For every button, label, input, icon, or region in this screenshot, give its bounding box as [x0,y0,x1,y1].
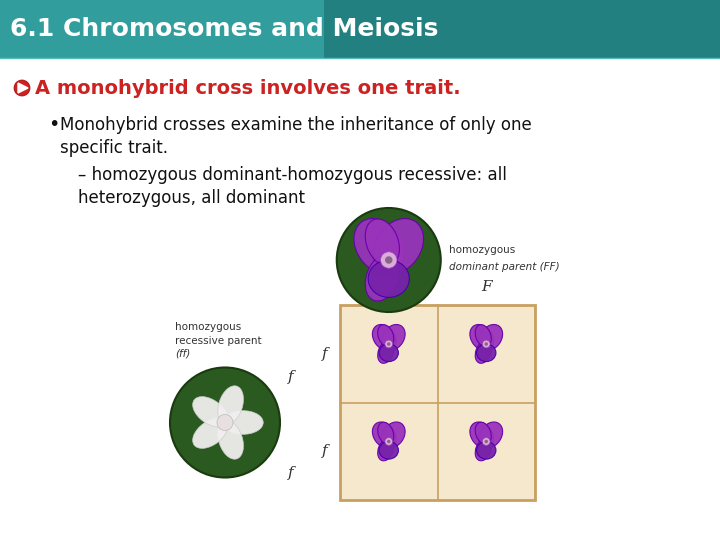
Bar [0,0,720,58]
Ellipse shape [378,341,394,363]
Circle shape [485,440,488,443]
Text: Ff: Ff [382,384,396,398]
Ellipse shape [479,325,503,350]
Ellipse shape [475,341,491,363]
Ellipse shape [379,442,398,459]
Ellipse shape [217,386,243,424]
Circle shape [381,252,397,268]
Bar [0,0,324,58]
Text: f: f [288,465,294,480]
Bar [340,305,535,500]
Circle shape [387,342,390,346]
Ellipse shape [479,422,503,448]
Circle shape [385,340,392,348]
Polygon shape [18,83,28,93]
Text: (ff): (ff) [175,348,190,359]
Text: f: f [322,444,328,458]
Circle shape [385,437,392,446]
Ellipse shape [372,325,396,350]
Ellipse shape [379,344,398,362]
Ellipse shape [365,219,400,266]
Ellipse shape [475,438,491,461]
Ellipse shape [470,325,493,350]
Circle shape [385,256,392,264]
Ellipse shape [365,254,400,301]
Ellipse shape [378,325,394,347]
Text: F: F [481,280,492,294]
Ellipse shape [217,421,243,459]
Text: 6.1 Chromosomes and Meiosis: 6.1 Chromosomes and Meiosis [10,17,438,41]
Text: Monohybrid crosses examine the inheritance of only one: Monohybrid crosses examine the inheritan… [60,116,532,134]
Bar [324,0,720,58]
Ellipse shape [223,410,264,434]
Text: A monohybrid cross involves one trait.: A monohybrid cross involves one trait. [35,78,461,98]
Ellipse shape [475,325,491,347]
Text: homozygous: homozygous [175,322,241,333]
Ellipse shape [475,422,491,444]
Ellipse shape [354,219,404,274]
Circle shape [387,440,390,443]
Ellipse shape [193,418,228,448]
Text: Ff: Ff [479,481,494,495]
Ellipse shape [193,397,228,427]
Circle shape [482,340,490,348]
Ellipse shape [373,219,423,274]
Text: recessive parent: recessive parent [175,335,261,346]
Text: •: • [48,116,59,134]
Ellipse shape [382,422,405,448]
Text: dominant parent (FF): dominant parent (FF) [449,262,559,272]
Ellipse shape [368,260,409,298]
Circle shape [217,415,233,430]
Ellipse shape [378,422,394,444]
Text: specific trait.: specific trait. [60,139,168,157]
Text: f: f [288,370,294,384]
Circle shape [14,80,30,96]
Circle shape [482,437,490,446]
Ellipse shape [382,325,405,350]
Text: Ff: Ff [479,384,494,398]
Ellipse shape [470,422,493,448]
Text: homozygous: homozygous [449,245,515,255]
Text: Ff: Ff [382,481,396,495]
Text: F: F [384,280,394,294]
Text: – homozygous dominant-homozygous recessive: all: – homozygous dominant-homozygous recessi… [78,166,507,184]
Ellipse shape [477,344,496,362]
Text: heterozygous, all dominant: heterozygous, all dominant [78,189,305,207]
Circle shape [485,342,488,346]
Circle shape [337,208,441,312]
Circle shape [170,368,280,477]
Ellipse shape [378,438,394,461]
Text: f: f [322,347,328,361]
Ellipse shape [372,422,396,448]
Ellipse shape [477,442,496,459]
